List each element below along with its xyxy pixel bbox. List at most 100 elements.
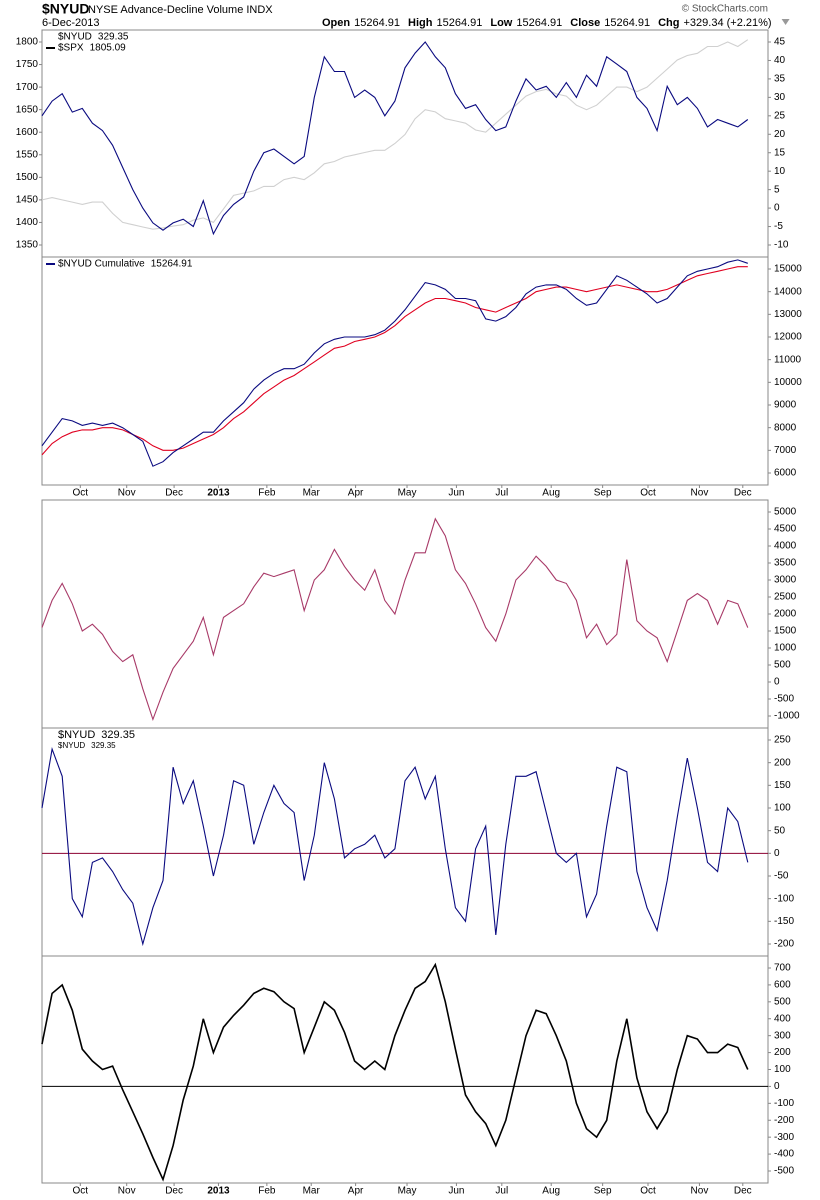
x-tick-label: Dec	[165, 1186, 183, 1197]
y2-tick-label: 2000	[774, 609, 797, 620]
y2-tick-label: 45	[774, 37, 786, 48]
y2-tick-label: 5000	[774, 507, 797, 518]
y2-tick-label: -10	[774, 240, 789, 251]
y2-tick-label: 1000	[774, 643, 797, 654]
y2-tick-label: 10	[774, 166, 786, 177]
x-tick-label: Nov	[118, 488, 136, 499]
y2-tick-label: 0	[774, 1081, 780, 1092]
x-tick-label: Mar	[303, 1186, 321, 1197]
y2-tick-label: -100	[774, 893, 794, 904]
y2-tick-label: 200	[774, 757, 791, 768]
x-tick-label: Sep	[594, 488, 612, 499]
x-tick-label: 2013	[207, 488, 230, 499]
y2-tick-label: 4000	[774, 541, 797, 552]
y-tick-label: 1600	[16, 127, 39, 138]
y2-tick-label: 700	[774, 963, 791, 974]
quote-value: +329.34 (+2.21%)	[684, 17, 772, 29]
y2-tick-label: 300	[774, 1030, 791, 1041]
change-arrow	[781, 19, 790, 25]
y-tick-label: 1400	[16, 217, 39, 228]
y2-tick-label: 25	[774, 110, 786, 121]
y-tick-label: 1800	[16, 37, 39, 48]
x-tick-label: Oct	[73, 488, 89, 499]
quote-value: 15264.91	[436, 17, 482, 29]
y-tick-label: 1550	[16, 149, 39, 160]
y2-tick-label: 0	[774, 848, 780, 859]
quote-bar: Open 15264.91 High 15264.91 Low 15264.91 Close…	[322, 17, 772, 29]
panel-label: $NYUD	[58, 729, 95, 741]
x-tick-label: Nov	[118, 1186, 136, 1197]
y-tick-label: 1450	[16, 195, 39, 206]
y2-tick-label: 5	[774, 184, 780, 195]
x-tick-label: 2013	[207, 1186, 230, 1197]
y2-tick-label: -200	[774, 1115, 794, 1126]
x-tick-label: Jun	[448, 1186, 464, 1197]
series-line	[41, 746, 749, 947]
y2-tick-label: 40	[774, 55, 786, 66]
quote-value: 15264.91	[516, 17, 562, 29]
y2-tick-label: 150	[774, 780, 791, 791]
x-tick-label: Aug	[542, 488, 560, 499]
x-tick-label: Oct	[640, 488, 656, 499]
quote-value: 15264.91	[354, 17, 400, 29]
x-tick-label: May	[398, 488, 417, 499]
x-tick-label: Aug	[542, 1186, 560, 1197]
series-line	[41, 266, 748, 456]
panel-frame	[41, 29, 769, 258]
x-tick-label: May	[398, 1186, 417, 1197]
y2-tick-label: 11000	[774, 354, 802, 365]
x-tick-label: Apr	[348, 488, 364, 499]
panel-frame	[41, 256, 769, 486]
y2-tick-label: -200	[774, 939, 794, 950]
symbol: $NYUD	[42, 1, 89, 17]
y2-tick-label: 15	[774, 147, 786, 158]
x-tick-label: Oct	[73, 1186, 89, 1197]
y2-tick-label: 200	[774, 1047, 791, 1058]
y2-tick-label: 250	[774, 735, 791, 746]
y-tick-label: 1350	[16, 240, 39, 251]
y2-tick-label: -500	[774, 694, 794, 705]
y2-tick-label: 10000	[774, 377, 802, 388]
series-line	[41, 517, 749, 722]
legend-value: 329.35	[98, 32, 129, 43]
y2-tick-label: 3000	[774, 575, 797, 586]
copyright: © StockCharts.com	[682, 4, 768, 15]
y2-tick-label: 0	[774, 203, 780, 214]
y2-tick-label: 6000	[774, 468, 797, 479]
y2-tick-label: -100	[774, 1098, 794, 1109]
legend-label: $SPX	[58, 43, 84, 54]
y2-tick-label: 35	[774, 74, 786, 85]
quote-label: Open	[322, 17, 350, 29]
panel-frame	[41, 499, 769, 729]
y2-tick-label: 20	[774, 129, 786, 140]
series-line	[41, 39, 749, 230]
y2-tick-label: -500	[774, 1166, 794, 1177]
x-tick-label: Dec	[734, 1186, 752, 1197]
y2-tick-label: 13000	[774, 309, 802, 320]
x-tick-label: Apr	[348, 1186, 364, 1197]
panel-label-value: 329.35	[101, 729, 135, 741]
y-tick-label: 1500	[16, 172, 39, 183]
y2-tick-label: 50	[774, 825, 786, 836]
x-tick-label: Jul	[495, 1186, 508, 1197]
legend-value: 15264.91	[151, 259, 193, 270]
panel-frame	[41, 955, 769, 1184]
quote-label: High	[408, 17, 433, 29]
quote-label: Close	[570, 17, 600, 29]
x-tick-label: Oct	[640, 1186, 656, 1197]
legend-value: 329.35	[91, 741, 116, 750]
y2-tick-label: -150	[774, 916, 794, 927]
legend-label: $NYUD	[58, 32, 92, 43]
y2-tick-label: 100	[774, 803, 791, 814]
x-tick-label: Mar	[303, 488, 321, 499]
y2-tick-label: -50	[774, 871, 789, 882]
x-tick-label: Sep	[594, 1186, 612, 1197]
x-tick-label: Feb	[258, 488, 276, 499]
quote-label: Chg	[658, 17, 679, 29]
y2-tick-label: 0	[774, 677, 780, 688]
y2-tick-label: -400	[774, 1149, 794, 1160]
y2-tick-label: 2500	[774, 592, 797, 603]
x-tick-label: Jul	[495, 488, 508, 499]
y2-tick-label: 3500	[774, 558, 797, 569]
